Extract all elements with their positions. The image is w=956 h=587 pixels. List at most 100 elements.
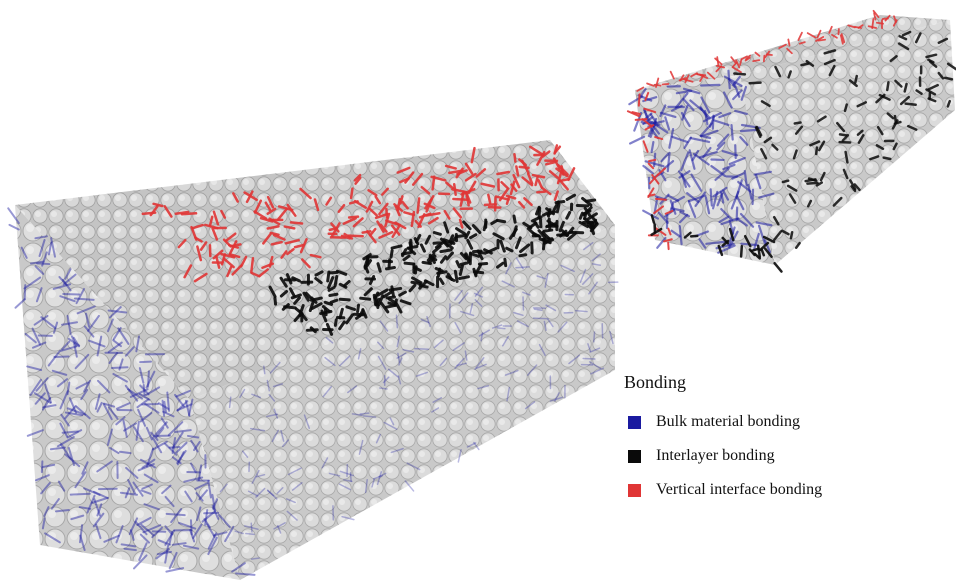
bond <box>338 297 351 302</box>
bond <box>38 238 46 258</box>
bond <box>762 235 776 244</box>
bond <box>687 200 697 219</box>
bond <box>349 187 354 200</box>
bond <box>696 73 707 77</box>
bond <box>132 554 148 570</box>
legend-label: Vertical interface bonding <box>656 481 823 498</box>
bond <box>239 388 246 399</box>
bond <box>66 407 87 416</box>
bond <box>203 518 211 529</box>
bond <box>339 355 351 367</box>
bond <box>642 209 660 220</box>
bond <box>182 544 200 550</box>
bond <box>515 165 520 177</box>
bond <box>553 190 559 201</box>
bond <box>925 53 938 59</box>
bond <box>716 133 730 147</box>
bond <box>40 316 57 330</box>
bond <box>704 196 711 215</box>
bond <box>80 388 89 401</box>
bond <box>20 246 28 259</box>
bond <box>512 173 521 189</box>
bond <box>314 270 324 277</box>
bond <box>199 241 208 251</box>
bond <box>96 401 103 413</box>
legend-swatch <box>628 415 641 429</box>
bond <box>582 273 594 285</box>
bonds <box>7 9 956 576</box>
bond <box>390 447 404 454</box>
bond <box>123 547 137 552</box>
bond <box>267 490 275 497</box>
bond <box>119 450 132 455</box>
bond <box>103 402 116 408</box>
bond <box>328 292 339 297</box>
bond <box>276 524 282 534</box>
bond <box>67 337 81 347</box>
bond <box>584 198 597 203</box>
bond <box>750 247 760 253</box>
bond <box>482 220 488 232</box>
bond <box>58 276 68 286</box>
bond <box>496 261 505 269</box>
bond <box>140 489 152 495</box>
bond <box>70 335 78 347</box>
bond <box>520 159 530 175</box>
bond <box>266 379 271 392</box>
bond <box>415 371 428 377</box>
bond <box>384 265 396 271</box>
bond <box>347 234 364 238</box>
bond <box>163 400 167 413</box>
bond <box>193 440 201 452</box>
bond <box>469 303 474 314</box>
bond <box>636 86 645 92</box>
bond <box>753 170 772 176</box>
bond <box>197 464 203 482</box>
bond <box>119 491 138 496</box>
bond <box>794 125 804 135</box>
bond <box>460 310 475 317</box>
bond <box>34 235 48 240</box>
bond <box>537 206 542 219</box>
bond <box>414 233 422 244</box>
legend-item: Interlayer bonding <box>624 439 822 473</box>
bond <box>754 173 762 190</box>
bond <box>147 370 150 388</box>
bond <box>655 197 667 201</box>
bond <box>439 237 449 248</box>
bond <box>49 446 66 451</box>
bond <box>886 81 890 92</box>
bond <box>108 306 122 319</box>
bond <box>854 74 859 84</box>
bond <box>338 483 352 491</box>
beam-end-face <box>15 205 240 580</box>
bond <box>411 276 423 285</box>
bond <box>414 347 430 351</box>
bond <box>893 114 898 124</box>
bond <box>557 321 568 333</box>
bond <box>26 365 43 372</box>
bond <box>112 326 122 341</box>
bond <box>678 77 687 82</box>
bond <box>102 402 113 421</box>
bond <box>50 237 56 258</box>
bond <box>379 223 388 233</box>
bond <box>156 550 173 556</box>
bond <box>763 136 773 144</box>
bond <box>477 261 489 266</box>
bond <box>90 496 109 504</box>
bond <box>259 216 274 223</box>
bond <box>500 180 509 190</box>
bond <box>773 261 783 273</box>
bond <box>409 238 413 248</box>
bond <box>44 383 52 404</box>
bond <box>856 129 864 136</box>
bond <box>321 457 329 469</box>
bond <box>72 336 81 348</box>
bond <box>480 332 484 342</box>
bond <box>937 71 945 80</box>
bond <box>547 318 554 328</box>
bond <box>671 135 689 144</box>
bond <box>518 253 528 258</box>
bond <box>76 305 96 315</box>
